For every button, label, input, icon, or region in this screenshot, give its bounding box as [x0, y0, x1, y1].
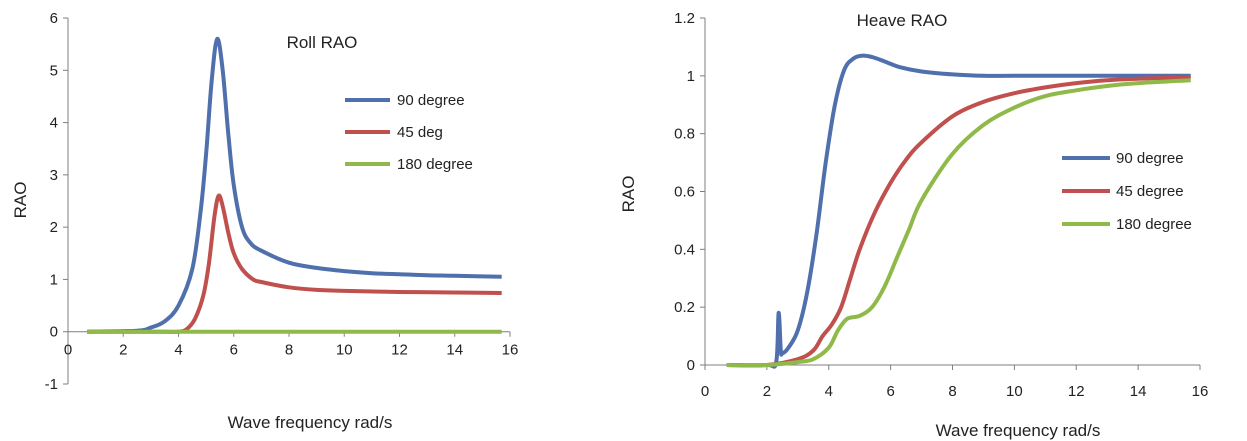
x-tick-label: 14: [446, 342, 463, 359]
y-tick-label: 1: [687, 68, 695, 85]
y-tick-label: 2: [50, 219, 58, 236]
y-tick-label: 0.2: [674, 299, 695, 316]
legend-label: 90 degree: [1116, 150, 1184, 167]
chart-title: Heave RAO: [857, 11, 948, 30]
series-line-1: [87, 36, 502, 334]
y-axis-title: RAO: [619, 176, 638, 213]
legend-label: 180 degree: [397, 156, 473, 173]
y-tick-label: 3: [50, 167, 58, 184]
x-tick-label: 4: [174, 342, 182, 359]
legend-label: 45 deg: [397, 124, 443, 141]
x-tick-label: 12: [1068, 383, 1085, 400]
y-tick-label: 1.2: [674, 10, 695, 27]
x-tick-label: 16: [1192, 383, 1209, 400]
series-line-1: [726, 53, 1191, 369]
series-layer: [87, 36, 502, 334]
y-tick-label: 0.6: [674, 184, 695, 201]
legend-label: 90 degree: [397, 92, 465, 109]
x-tick-label: 8: [948, 383, 956, 400]
x-tick-label: 12: [391, 342, 408, 359]
y-tick-label: 6: [50, 10, 58, 27]
x-tick-label: 8: [285, 342, 293, 359]
x-tick-label: 14: [1130, 383, 1147, 400]
x-axis-title: Wave frequency rad/s: [228, 413, 393, 432]
x-tick-label: 6: [886, 383, 894, 400]
x-tick-label: 2: [119, 342, 127, 359]
x-tick-label: 16: [502, 342, 519, 359]
x-tick-label: 2: [763, 383, 771, 400]
legend-label: 180 degree: [1116, 216, 1192, 233]
series-line-3: [726, 78, 1191, 368]
x-tick-label: 10: [1006, 383, 1023, 400]
y-tick-label: -1: [45, 376, 58, 393]
series-layer: [726, 53, 1191, 369]
x-tick-label: 0: [64, 342, 72, 359]
heave-rao-chart: Heave RAO Wave frequency rad/s RAO 0 0.2 0…: [619, 10, 1208, 440]
roll-rao-chart: Roll RAO Wave frequency rad/s RAO -10123…: [11, 10, 518, 432]
legend-label: 45 degree: [1116, 183, 1184, 200]
y-tick-label: 0: [50, 324, 58, 341]
y-tick-label: 0.4: [674, 241, 695, 258]
series-line-2: [87, 193, 502, 334]
y-tick-label: 0: [687, 357, 695, 374]
chart-title: Roll RAO: [287, 33, 358, 52]
y-tick-label: 1: [50, 271, 58, 288]
x-tick-label: 10: [336, 342, 353, 359]
series-line-2: [726, 75, 1191, 368]
x-tick-label: 4: [825, 383, 833, 400]
y-axis-title: RAO: [11, 182, 30, 219]
y-tick-label: 0.8: [674, 126, 695, 143]
y-tick-label: 5: [50, 62, 58, 79]
x-tick-label: 0: [701, 383, 709, 400]
y-tick-label: 4: [50, 115, 58, 132]
legend: 90 degree 45 deg 180 degree: [345, 92, 473, 173]
legend: 90 degree 45 degree 180 degree: [1062, 150, 1192, 233]
x-tick-label: 6: [230, 342, 238, 359]
x-axis-title: Wave frequency rad/s: [936, 421, 1101, 440]
